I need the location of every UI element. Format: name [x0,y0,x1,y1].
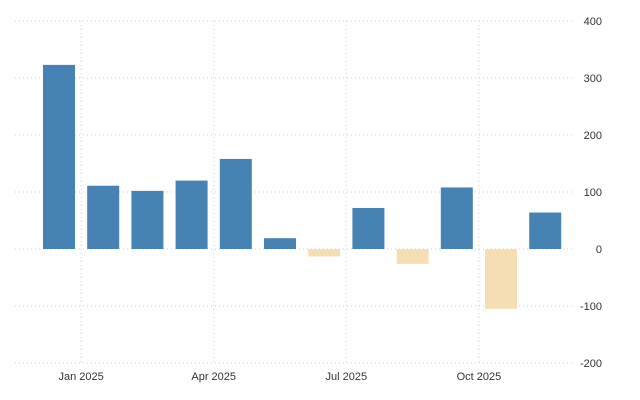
y-axis-tick-labels: 400 300 200 100 0 -100 -200 [580,16,602,370]
y-tick-label: -100 [580,301,602,313]
x-tick-label: Jan 2025 [58,371,103,383]
bars [43,64,562,309]
bar-jul-2025 [352,207,385,249]
grid-lines [15,20,575,364]
bar-dec-2024 [43,64,75,249]
x-tick-label: Oct 2025 [457,371,502,383]
bar-sep-2025 [440,187,473,249]
y-tick-label: 200 [584,130,602,142]
x-tick-label: Apr 2025 [191,371,236,383]
y-tick-label: 100 [584,187,602,199]
bar-apr-2025 [219,158,252,249]
bar-feb-2025 [131,190,164,249]
bar-may-2025 [264,238,296,249]
x-tick-label: Jul 2025 [326,371,368,383]
bar-mar-2025 [175,180,208,249]
x-axis-tick-labels: Jan 2025 Apr 2025 Jul 2025 Oct 2025 [58,371,501,383]
y-tick-label: 0 [596,244,602,256]
y-tick-label: 300 [584,73,602,85]
bar-aug-2025 [396,249,429,264]
bar-jan-2025 [87,185,120,249]
bar-jun-2025 [308,249,341,257]
bar-oct-2025 [485,249,517,309]
y-tick-label: -200 [580,358,602,370]
bar-nov-2025 [529,212,562,249]
y-tick-label: 400 [584,16,602,28]
